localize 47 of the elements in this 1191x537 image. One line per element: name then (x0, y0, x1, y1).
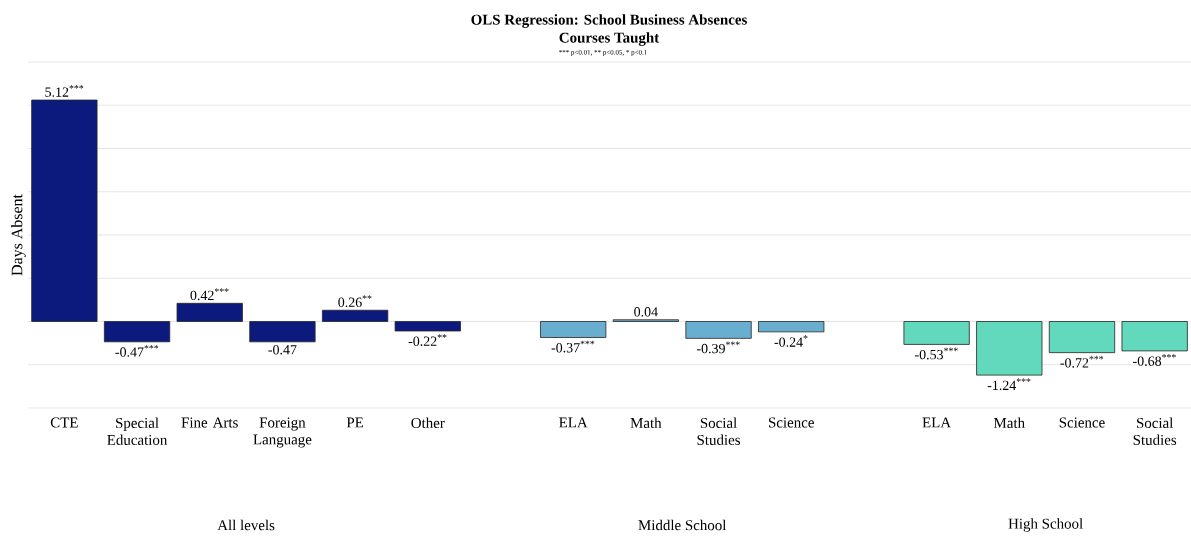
data-label: -0.37$^{***}$ (551, 340, 595, 353)
data-label: 0.04 (634, 307, 658, 317)
data-label: -0.24$^{*}$ (774, 335, 808, 347)
x-tick-label: Foreign Language (253, 417, 312, 448)
x-tick-label: Math (630, 417, 662, 429)
text: High School (1008, 518, 1083, 532)
x-tick-label: Other (411, 417, 445, 429)
bar (1048, 321, 1116, 354)
x-tick-label: ELA (922, 417, 952, 428)
bar (394, 321, 461, 332)
data-label: -0.39$^{***}$ (696, 341, 740, 354)
data-label: 0.26$^{**}$ (338, 295, 372, 308)
bar (976, 321, 1043, 376)
bar (903, 321, 970, 345)
chart-title: OLS Regression: School Business Absences (471, 14, 747, 28)
x-tick-label: Science (769, 417, 814, 428)
bar (31, 99, 98, 322)
bar (1121, 321, 1188, 352)
data-label: -0.72$^{***}$ (1060, 355, 1104, 368)
data-label: -1.24$^{***}$ (987, 378, 1031, 391)
data-label: -0.47 (268, 345, 297, 355)
bar (540, 321, 607, 338)
bar (758, 321, 825, 333)
x-tick-label: Science (1059, 417, 1105, 428)
x-tick-label: CTE (50, 417, 78, 428)
y-axis-title: Days Absent (11, 194, 26, 276)
bar (321, 309, 389, 322)
bar (685, 321, 752, 339)
bar (249, 321, 316, 343)
data-label: 5.12$^{***}$ (45, 85, 84, 97)
x-tick-label: ELA (559, 417, 588, 428)
chart-subtitle: Courses Taught (559, 32, 660, 46)
x-tick-label: PE (346, 417, 364, 428)
bar (176, 302, 243, 322)
text: Middle School (638, 519, 727, 531)
data-label: -0.68$^{***}$ (1133, 354, 1176, 366)
x-tick-label: Social Studies (697, 417, 740, 445)
data-label: -0.47$^{***}$ (115, 345, 159, 357)
data-label: -0.53$^{***}$ (915, 347, 958, 360)
x-tick-label: Social Studies (1133, 417, 1177, 445)
x-tick-label: Math (993, 417, 1025, 429)
x-tick-label: Special Education (107, 417, 168, 445)
data-label: 0.42$^{***}$ (190, 288, 229, 301)
bar (103, 321, 171, 343)
x-tick-label: Fine Arts (181, 417, 238, 428)
text: All levels (217, 519, 275, 531)
data-label: -0.22$^{**}$ (408, 334, 447, 346)
